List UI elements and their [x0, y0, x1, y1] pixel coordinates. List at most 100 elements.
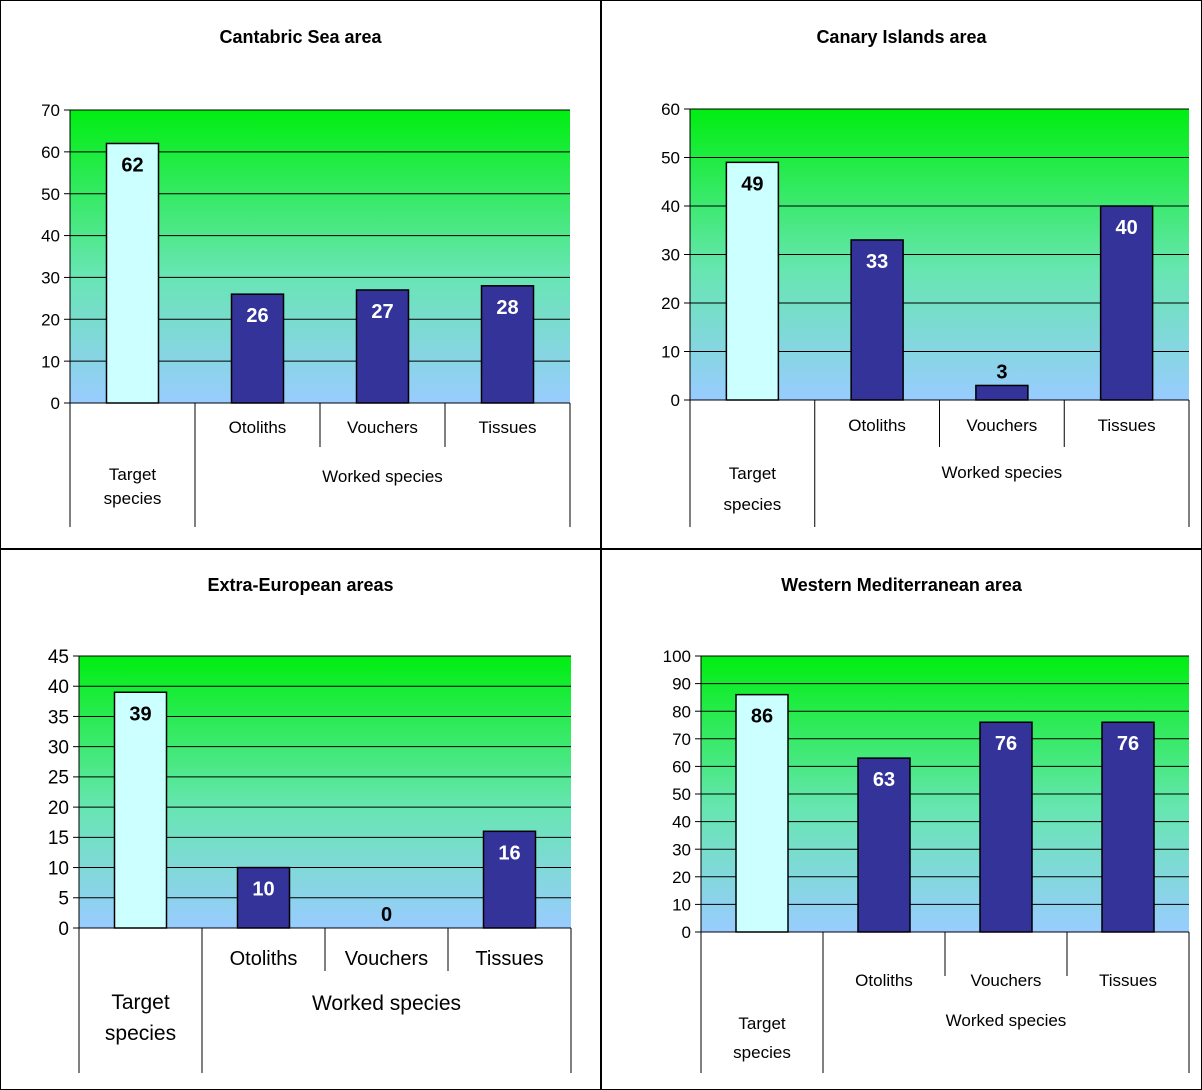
chart-panel-western-mediterranean: Western Mediterranean area 0 10 20 30 40 50 60 7…	[601, 549, 1202, 1090]
y-tick-label: 70	[41, 101, 60, 120]
y-tick-label: 20	[48, 798, 69, 819]
bar-otoliths	[230, 293, 285, 404]
data-label: 26	[246, 305, 268, 327]
category-label: Tissues	[479, 418, 537, 437]
y-tick-label: 60	[672, 758, 691, 777]
chart-svg: Cantabric Sea area 0 10 20 30 40 50 60 70 62 26 Oto…	[0, 0, 601, 549]
chart-panel-extra-european: Extra-European areas 0 5 10 15 20 25 30 35 40 45 39…	[0, 549, 601, 1090]
y-tick-label: 30	[48, 738, 69, 759]
bar-vouchers	[975, 384, 1029, 401]
chart-panel-cantabric: Cantabric Sea area 0 10 20 30 40 50 60 70 62 26 Oto…	[0, 0, 601, 549]
group-label-target-species-line2: species	[733, 1043, 791, 1062]
category-label: Tissues	[475, 948, 543, 970]
group-label-target-species-line2: species	[104, 489, 162, 508]
bar-target-species	[725, 161, 780, 401]
chart-title: Cantabric Sea area	[219, 27, 382, 47]
category-label: Otoliths	[848, 416, 906, 435]
y-tick-label: 45	[48, 647, 69, 668]
y-tick-label: 60	[661, 100, 680, 119]
group-label-worked-species: Worked species	[942, 463, 1063, 482]
bar-tissues	[480, 285, 535, 404]
chart-panel-canary: Canary Islands area 0 10 20 30 40 50 60 49 33 Otol…	[601, 0, 1202, 549]
bar-vouchers	[355, 289, 410, 404]
category-label: Otoliths	[230, 948, 298, 970]
chart-svg: Extra-European areas 0 5 10 15 20 25 30 35 40 45 39…	[0, 549, 601, 1090]
y-tick-label: 20	[672, 868, 691, 887]
data-label: 86	[751, 706, 773, 728]
group-label-target-species: Target	[109, 465, 157, 484]
bar-otoliths	[857, 757, 911, 933]
bar-target-species	[735, 693, 789, 933]
category-label: Tissues	[1099, 971, 1157, 990]
y-tick-label: 40	[41, 227, 60, 246]
group-label-target-species-line2: species	[105, 1022, 176, 1045]
category-label: Otoliths	[229, 418, 287, 437]
group-label-target-species: Target	[738, 1014, 786, 1033]
category-label: Tissues	[1098, 416, 1156, 435]
data-label: 76	[995, 733, 1017, 755]
group-label-target-species-line2: species	[724, 495, 782, 514]
data-label: 27	[371, 301, 393, 323]
data-label: 33	[866, 251, 888, 273]
y-tick-label: 5	[58, 889, 69, 910]
y-tick-label: 0	[58, 919, 69, 940]
group-label-worked-species: Worked species	[946, 1011, 1067, 1030]
y-tick-label: 10	[672, 896, 691, 915]
y-tick-label: 60	[41, 143, 60, 162]
category-label: Vouchers	[347, 418, 418, 437]
group-label-target-species: Target	[111, 991, 170, 1014]
bar-tissues	[1099, 205, 1154, 401]
y-tick-label: 10	[41, 352, 60, 371]
data-label: 49	[741, 173, 763, 195]
y-tick-label: 40	[672, 813, 691, 832]
data-label: 10	[252, 879, 274, 901]
y-tick-label: 15	[48, 828, 69, 849]
y-tick-label: 0	[671, 391, 680, 410]
bar-tissues	[1101, 721, 1155, 933]
chart-title: Extra-European areas	[207, 575, 393, 595]
category-label: Vouchers	[971, 971, 1042, 990]
bar-vouchers	[979, 721, 1033, 933]
category-label: Vouchers	[345, 948, 428, 970]
chart-svg: Western Mediterranean area 0 10 20 30 40 50 60 7…	[601, 549, 1202, 1090]
y-tick-label: 30	[41, 269, 60, 288]
y-tick-label: 40	[48, 677, 69, 698]
y-tick-label: 20	[661, 294, 680, 313]
y-tick-label: 10	[661, 343, 680, 362]
chart-svg: Canary Islands area 0 10 20 30 40 50 60 49 33 Otol…	[601, 0, 1202, 549]
chart-title: Canary Islands area	[816, 27, 987, 47]
y-tick-label: 35	[48, 707, 69, 728]
category-label: Vouchers	[966, 416, 1037, 435]
bar-otoliths	[236, 866, 291, 929]
data-label: 0	[381, 904, 392, 926]
data-label: 3	[996, 361, 1007, 383]
group-label-target-species: Target	[729, 464, 777, 483]
bar-otoliths	[850, 239, 904, 401]
y-tick-label: 50	[41, 185, 60, 204]
data-label: 62	[121, 154, 143, 176]
y-tick-label: 25	[48, 768, 69, 789]
y-tick-label: 10	[48, 858, 69, 879]
panel-border	[0, 0, 601, 549]
y-tick-label: 90	[672, 675, 691, 694]
y-tick-label: 40	[661, 197, 680, 216]
bar-target-species	[105, 142, 160, 404]
y-tick-label: 50	[661, 149, 680, 168]
y-tick-label: 30	[672, 840, 691, 859]
y-tick-label: 30	[661, 246, 680, 265]
group-label-worked-species: Worked species	[322, 467, 443, 486]
bar-tissues	[482, 830, 537, 929]
y-tick-label: 20	[41, 310, 60, 329]
y-tick-label: 0	[682, 923, 691, 942]
data-label: 28	[496, 297, 518, 319]
y-tick-label: 80	[672, 702, 691, 721]
category-label: Otoliths	[855, 971, 913, 990]
data-label: 40	[1116, 217, 1138, 239]
chart-title: Western Mediterranean area	[781, 575, 1023, 595]
data-label: 76	[1117, 733, 1139, 755]
data-label: 16	[498, 842, 520, 864]
y-tick-label: 70	[672, 730, 691, 749]
y-tick-label: 50	[672, 785, 691, 804]
data-label: 39	[129, 703, 151, 725]
data-label: 63	[873, 769, 895, 791]
